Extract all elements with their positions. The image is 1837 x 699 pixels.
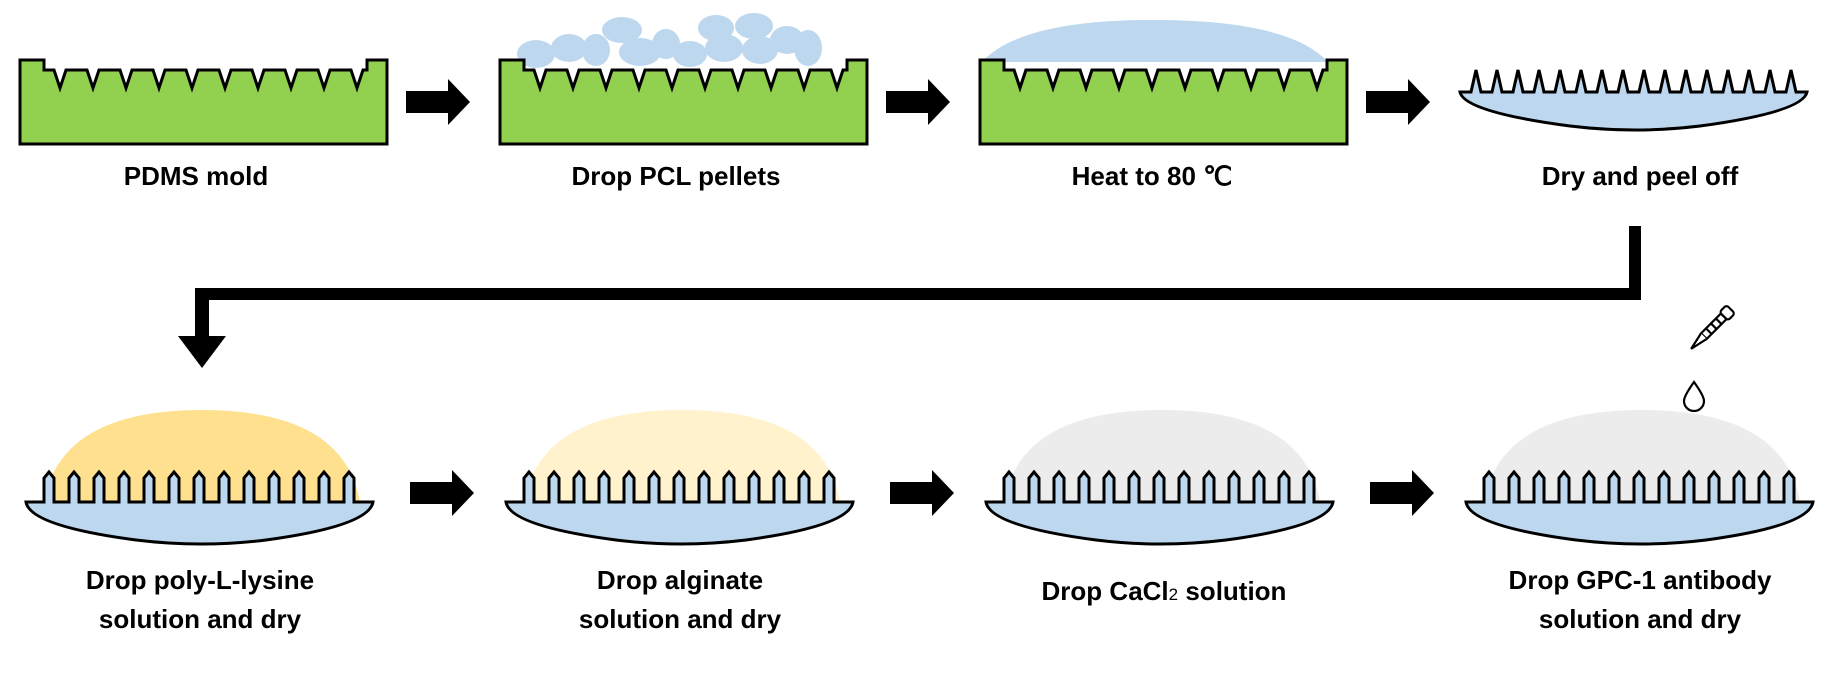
- arrow-right-5: [890, 470, 954, 516]
- pcl-replica-shape: [504, 470, 855, 546]
- pdms-mold-body: [978, 58, 1349, 146]
- step-label-cacl2: Drop CaCl2 solution: [1042, 576, 1287, 606]
- pcl-replica-shape: [1458, 68, 1809, 132]
- arrow-right-3: [1366, 79, 1430, 125]
- cacl2-label-main: Drop CaCl: [1042, 576, 1169, 606]
- step-label-gpc1-2: solution and dry: [1539, 604, 1742, 634]
- step-label-alginate-1: Drop alginate: [597, 565, 763, 595]
- pcl-replica-shape: [24, 470, 375, 546]
- step-label-alginate-2: solution and dry: [579, 604, 782, 634]
- step-dry-peel: [1458, 68, 1809, 132]
- step-alginate: [504, 410, 855, 546]
- step-label-pdms-mold: PDMS mold: [124, 161, 268, 191]
- melted-pcl: [982, 20, 1328, 62]
- step-label-drop-pcl-pellets: Drop PCL pellets: [571, 161, 780, 191]
- arrow-right-4: [410, 470, 474, 516]
- pcl-replica-shape: [1464, 470, 1815, 546]
- step-pdms-mold: [18, 58, 389, 146]
- dropper-icon: [1690, 305, 1735, 350]
- step-cacl2: [984, 410, 1335, 546]
- step-gpc1-antibody: [1464, 410, 1815, 546]
- pdms-mold-shape: [498, 58, 869, 146]
- step-poly-l-lysine: [24, 410, 375, 546]
- pdms-mold-shape: [18, 58, 389, 146]
- step-label-heat: Heat to 80 ℃: [1072, 161, 1233, 191]
- step-label-dry-peel: Dry and peel off: [1542, 161, 1739, 191]
- step-label-poly-l-lysine-2: solution and dry: [99, 604, 302, 634]
- arrow-right-2: [886, 79, 950, 125]
- cacl2-label-subscript: 2: [1169, 585, 1178, 604]
- connector-arrow: [178, 226, 1641, 368]
- arrow-right-1: [406, 79, 470, 125]
- droplet-icon: [1682, 380, 1706, 413]
- arrow-right-6: [1370, 470, 1434, 516]
- step-drop-pcl-pellets: [498, 13, 869, 146]
- step-label-poly-l-lysine-1: Drop poly-L-lysine: [86, 565, 314, 595]
- cacl2-label-rest: solution: [1178, 576, 1286, 606]
- step-heat: [978, 20, 1349, 146]
- pcl-replica-shape: [984, 470, 1335, 546]
- step-label-gpc1-1: Drop GPC-1 antibody: [1509, 565, 1772, 595]
- pcl-pellets: [517, 13, 822, 68]
